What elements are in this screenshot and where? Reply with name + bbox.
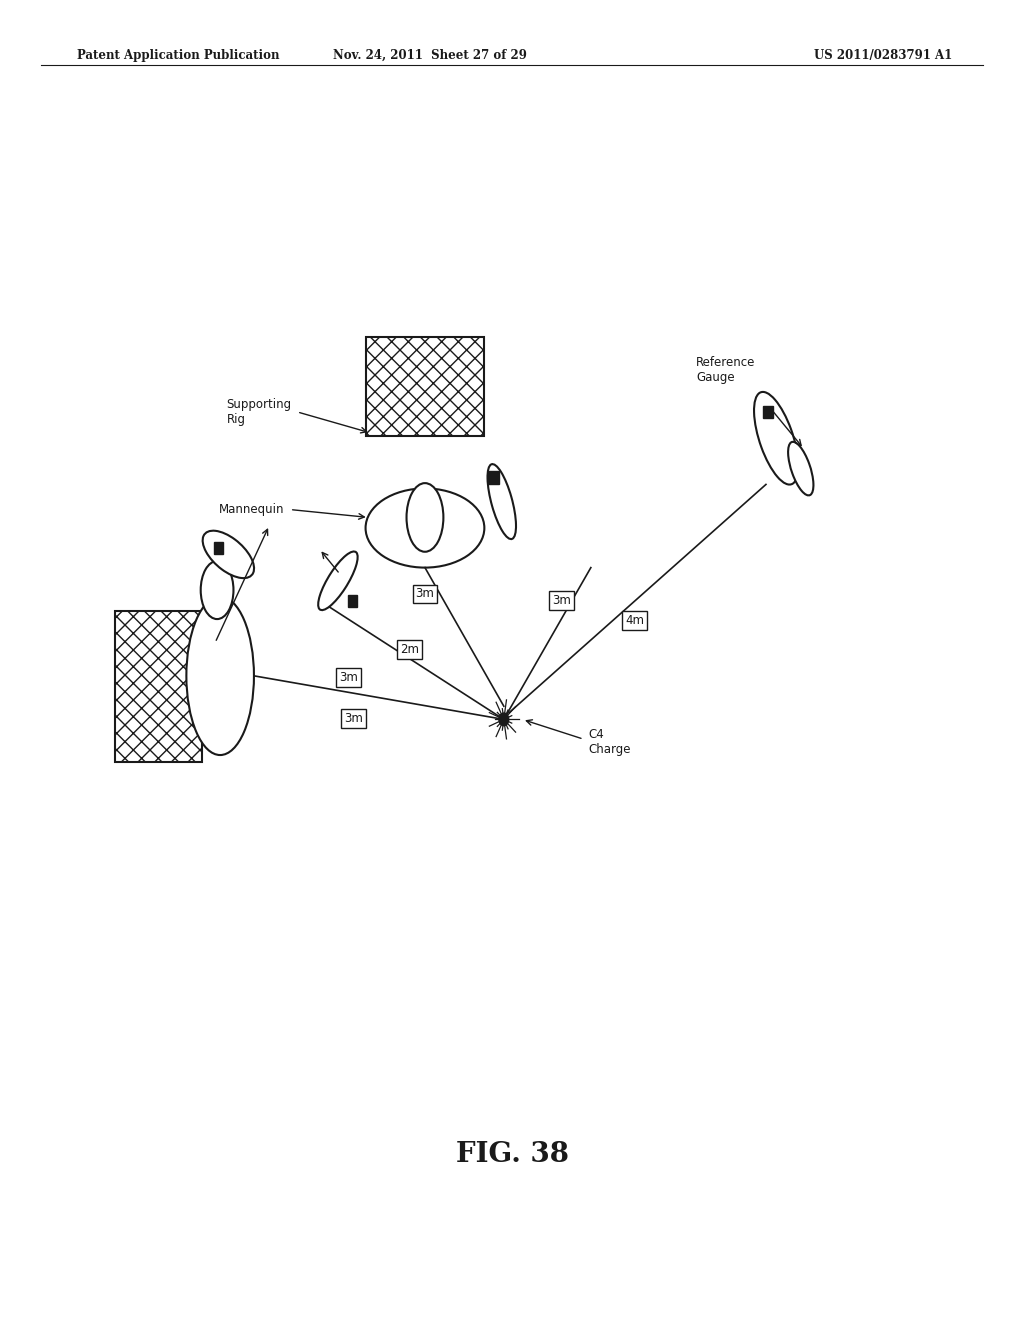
Bar	[213, 541, 223, 554]
Bar	[367, 337, 483, 436]
Bar	[764, 405, 773, 417]
Text: C4
Charge: C4 Charge	[589, 727, 632, 756]
Ellipse shape	[366, 488, 484, 568]
Text: Supporting
Rig: Supporting Rig	[226, 397, 292, 426]
Text: FIG. 38: FIG. 38	[456, 1142, 568, 1168]
Text: US 2011/0283791 A1: US 2011/0283791 A1	[814, 49, 952, 62]
Bar	[488, 471, 499, 484]
Ellipse shape	[788, 442, 813, 495]
Ellipse shape	[754, 392, 799, 484]
Bar	[348, 594, 357, 606]
Bar	[367, 337, 483, 436]
Ellipse shape	[487, 465, 516, 539]
Bar	[115, 611, 203, 763]
Text: 3m: 3m	[416, 587, 434, 601]
Ellipse shape	[201, 561, 233, 619]
Ellipse shape	[407, 483, 443, 552]
Text: 2m: 2m	[400, 643, 419, 656]
Circle shape	[499, 713, 509, 726]
Ellipse shape	[318, 552, 357, 610]
Bar	[115, 611, 203, 763]
Text: Reference
Gauge: Reference Gauge	[696, 355, 756, 384]
Text: Mannequin: Mannequin	[219, 503, 285, 516]
Text: 3m: 3m	[339, 671, 357, 684]
Text: 3m: 3m	[552, 594, 570, 607]
Text: 4m: 4m	[626, 614, 644, 627]
Ellipse shape	[203, 531, 254, 578]
Ellipse shape	[186, 597, 254, 755]
Text: Nov. 24, 2011  Sheet 27 of 29: Nov. 24, 2011 Sheet 27 of 29	[333, 49, 527, 62]
Text: Patent Application Publication: Patent Application Publication	[77, 49, 280, 62]
Text: 3m: 3m	[344, 711, 362, 725]
